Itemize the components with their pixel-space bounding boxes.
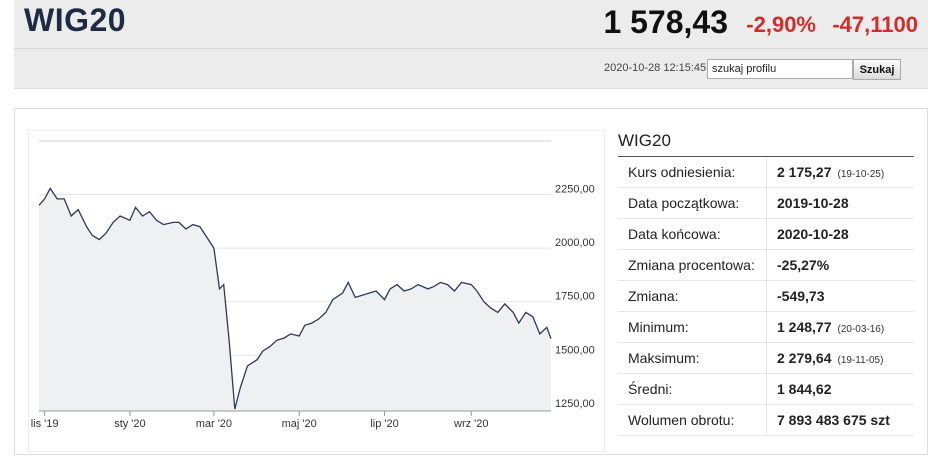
y-tick-label: 2000,00	[555, 237, 595, 249]
price-area	[39, 188, 551, 411]
info-value-text: -549,73	[777, 288, 825, 304]
info-label: Data początkowa:	[618, 187, 767, 219]
info-row-minimum: Minimum: 1 248,77 (20-03-16)	[618, 311, 914, 343]
info-row-maximum: Maksimum: 2 279,64 (19-11-05)	[618, 342, 914, 374]
x-tick-label: lip '20	[370, 418, 398, 430]
info-row-average: Średni: 1 844,62	[618, 373, 914, 405]
info-value-text: 2019-10-28	[777, 195, 849, 211]
info-label: Maksimum:	[618, 342, 767, 374]
info-value-text: 2 175,27	[777, 164, 832, 180]
change-absolute: -47,1100	[832, 12, 918, 37]
x-tick-label: lis '19	[31, 418, 59, 430]
search-profile-input[interactable]	[707, 59, 853, 79]
header-divider	[14, 48, 928, 49]
info-value-text: 2 279,64	[777, 350, 832, 366]
info-title: WIG20	[618, 131, 671, 150]
info-row-reference: Kurs odniesienia: 2 175,27 (19-10-25)	[618, 157, 914, 188]
y-tick-label: 1250,00	[555, 398, 595, 410]
info-value: -549,73	[766, 280, 914, 312]
info-row-change: Zmiana: -549,73	[618, 280, 914, 312]
info-label: Minimum:	[618, 311, 767, 343]
info-label: Średni:	[618, 373, 767, 405]
index-price: 1 578,43	[603, 4, 728, 40]
info-label: Kurs odniesienia:	[618, 157, 767, 188]
info-value: 2019-10-28	[766, 187, 914, 219]
info-value: 1 248,77 (20-03-16)	[766, 311, 914, 343]
info-value-text: 1 844,62	[777, 381, 832, 397]
info-value: -25,27%	[766, 249, 914, 281]
price-chart: 2250,00 2000,00 1750,00 1500,00 1250,00 lis '…	[28, 130, 605, 452]
search-button[interactable]: Szukaj	[853, 59, 901, 80]
info-label: Zmiana procentowa:	[618, 249, 767, 281]
info-value-text: 1 248,77	[777, 319, 832, 335]
info-label: Data końcowa:	[618, 218, 767, 250]
info-label: Wolumen obrotu:	[618, 404, 767, 436]
x-tick-label: mar '20	[196, 418, 232, 430]
index-title: WIG20	[24, 2, 127, 38]
x-tick-label: wrz '20	[453, 418, 489, 430]
info-row-percent-change: Zmiana procentowa: -25,27%	[618, 249, 914, 281]
info-value-date: (19-11-05)	[837, 355, 884, 366]
price-chart-svg: 2250,00 2000,00 1750,00 1500,00 1250,00 lis '…	[31, 140, 595, 430]
price-line	[38, 187, 552, 410]
quote-timestamp: 2020-10-28 12:15:45	[604, 62, 707, 74]
info-title-rule	[618, 156, 914, 157]
info-table: Kurs odniesienia: 2 175,27 (19-10-25) Dat…	[618, 157, 914, 436]
info-value: 2 175,27 (19-10-25)	[766, 157, 914, 188]
y-tick-label: 2250,00	[555, 184, 595, 196]
info-row-volume: Wolumen obrotu: 7 893 483 675 szt	[618, 404, 914, 436]
info-value-text: 2020-10-28	[777, 226, 849, 242]
info-row-start-date: Data początkowa: 2019-10-28	[618, 187, 914, 219]
y-tick-label: 1750,00	[555, 291, 595, 303]
info-value-date: (20-03-16)	[837, 324, 885, 335]
info-row-end-date: Data końcowa: 2020-10-28	[618, 218, 914, 250]
info-value: 2020-10-28	[766, 218, 914, 250]
info-value-text: 7 893 483 675 szt	[777, 412, 890, 428]
info-value: 1 844,62	[766, 373, 914, 405]
info-value: 7 893 483 675 szt	[766, 404, 914, 436]
info-value-text: -25,27%	[777, 257, 830, 273]
x-tick-label: maj '20	[282, 418, 317, 430]
header-bar: WIG20 1 578,43 -2,90% -47,1100 2020-10-2…	[14, 0, 928, 89]
x-tick-label: sty '20	[114, 418, 145, 430]
y-tick-label: 1500,00	[555, 344, 595, 356]
change-percent: -2,90%	[746, 12, 816, 37]
info-value-date: (19-10-25)	[837, 169, 885, 180]
info-label: Zmiana:	[618, 280, 767, 312]
info-value: 2 279,64 (19-11-05)	[766, 342, 914, 374]
